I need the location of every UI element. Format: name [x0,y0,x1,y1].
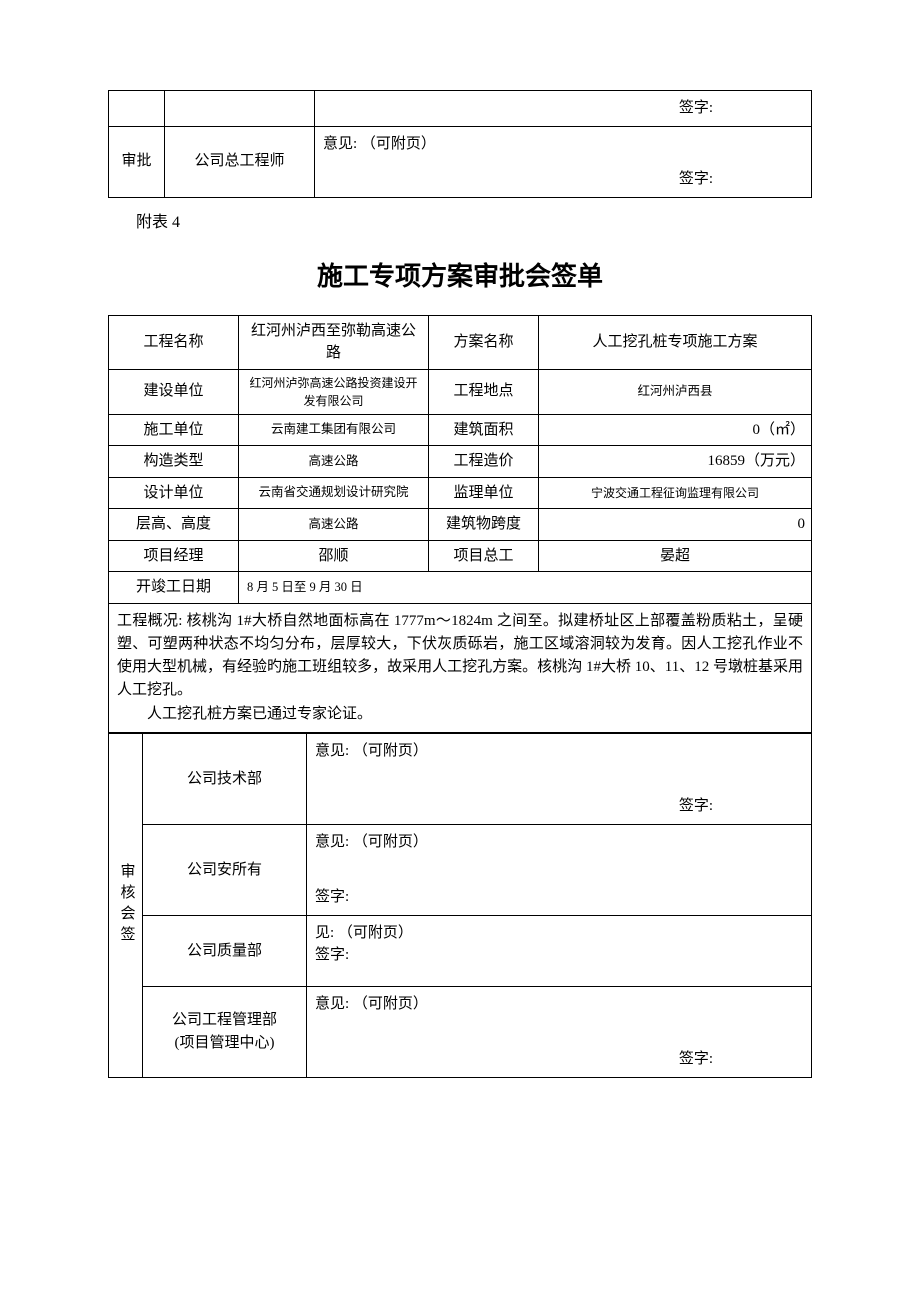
dept-tech-opinion: 意见: （可附页） 签字: [307,733,812,824]
build-unit-label: 建设单位 [109,369,239,414]
dept-pm: 公司工程管理部 (项目管理中心) [143,986,307,1077]
opinion-label: 意见: （可附页） [315,740,803,763]
review-row-2: 公司安所有 意见: （可附页） 签字: [109,824,812,915]
top-r1-sig: 签字: [315,91,812,127]
project-name-value: 红河州泸西至弥勒高速公路 [239,315,429,369]
plan-name-label: 方案名称 [429,315,539,369]
dept-pm-line1: 公司工程管理部 [172,1012,277,1028]
dept-quality: 公司质量部 [143,915,307,986]
cost-label: 工程造价 [429,446,539,478]
build-unit-value: 红河州泸弥高速公路投资建设开发有限公司 [239,369,429,414]
span-label: 建筑物跨度 [429,509,539,541]
page-container: 签字: 审批 公司总工程师 意见: （可附页） 签字: 附表 4 施工专项方案审… [0,0,920,1118]
sig-label: 签字: [315,795,803,818]
structure-type-label: 构造类型 [109,446,239,478]
desc-row: 工程概况: 核桃沟 1#大桥自然地面标高在 1777m～1824m 之间至。拟建… [109,603,812,732]
height-label: 层高、高度 [109,509,239,541]
chief-engineer-label: 公司总工程师 [165,126,315,197]
plan-name-value: 人工挖孔桩专项施工方案 [539,315,812,369]
design-unit-value: 云南省交通规划设计研究院 [239,477,429,509]
construct-unit-value: 云南建工集团有限公司 [239,414,429,446]
review-sign-table: 审核会签 公司技术部 意见: （可附页） 签字: 公司安所有 意见: （可附页）… [108,733,812,1078]
info-row-2: 建设单位 红河州泸弥高速公路投资建设开发有限公司 工程地点 红河州泸西县 [109,369,812,414]
info-row-8: 开竣工日期 8 月 5 日至 9 月 30 日 [109,572,812,604]
chief-value: 晏超 [539,540,812,572]
height-value: 高速公路 [239,509,429,541]
review-row-1: 审核会签 公司技术部 意见: （可附页） 签字: [109,733,812,824]
opinion-label: 意见: （可附页） [315,831,803,854]
opinion-label: 意见: （可附页） [323,133,803,156]
cost-value: 16859（万元） [539,446,812,478]
sig-label: 签字: [315,886,803,909]
construct-unit-label: 施工单位 [109,414,239,446]
sig-label: 签字: [323,97,803,120]
info-table: 工程名称 红河州泸西至弥勒高速公路 方案名称 人工挖孔桩专项施工方案 建设单位 … [108,315,812,733]
review-side-text: 审核会签 [115,863,138,947]
top-r1-c1 [109,91,165,127]
date-value: 8 月 5 日至 9 月 30 日 [239,572,812,604]
info-row-3: 施工单位 云南建工集团有限公司 建筑面积 0（㎡） [109,414,812,446]
top-r1-c2 [165,91,315,127]
date-label: 开竣工日期 [109,572,239,604]
approval-label: 审批 [109,126,165,197]
dept-pm-opinion: 意见: （可附页） 签字: [307,986,812,1077]
dept-safety: 公司安所有 [143,824,307,915]
opinion-label: 意见: （可附页） [315,993,803,1016]
review-row-3: 公司质量部 见: （可附页） 签字: [109,915,812,986]
review-side-label: 审核会签 [109,733,143,1077]
span-value: 0 [539,509,812,541]
pm-label: 项目经理 [109,540,239,572]
desc-line1: 工程概况: 核桃沟 1#大桥自然地面标高在 1777m～1824m 之间至。拟建… [117,613,803,699]
info-row-6: 层高、高度 高速公路 建筑物跨度 0 [109,509,812,541]
form-title: 施工专项方案审批会签单 [108,256,812,293]
dept-pm-line2: (项目管理中心) [175,1035,275,1051]
structure-type-value: 高速公路 [239,446,429,478]
chief-engineer-opinion: 意见: （可附页） 签字: [315,126,812,197]
top-row-1: 签字: [109,91,812,127]
supervise-unit-value: 宁波交通工程征询监理有限公司 [539,477,812,509]
project-overview: 工程概况: 核桃沟 1#大桥自然地面标高在 1777m～1824m 之间至。拟建… [109,603,812,732]
chief-label: 项目总工 [429,540,539,572]
design-unit-label: 设计单位 [109,477,239,509]
dept-tech: 公司技术部 [143,733,307,824]
review-row-4: 公司工程管理部 (项目管理中心) 意见: （可附页） 签字: [109,986,812,1077]
sig-label: 签字: [323,168,803,191]
pm-value: 邵顺 [239,540,429,572]
opinion-label: 见: （可附页） [315,925,413,941]
desc-line2: 人工挖孔桩方案已通过专家论证。 [117,703,803,726]
sig-label: 签字: [315,1048,803,1071]
area-label: 建筑面积 [429,414,539,446]
supervise-unit-label: 监理单位 [429,477,539,509]
info-row-1: 工程名称 红河州泸西至弥勒高速公路 方案名称 人工挖孔桩专项施工方案 [109,315,812,369]
sig-label: 签字: [315,947,349,963]
location-label: 工程地点 [429,369,539,414]
area-value: 0（㎡） [539,414,812,446]
top-approval-table: 签字: 审批 公司总工程师 意见: （可附页） 签字: [108,90,812,198]
info-row-4: 构造类型 高速公路 工程造价 16859（万元） [109,446,812,478]
location-value: 红河州泸西县 [539,369,812,414]
top-row-2: 审批 公司总工程师 意见: （可附页） 签字: [109,126,812,197]
dept-safety-opinion: 意见: （可附页） 签字: [307,824,812,915]
info-row-5: 设计单位 云南省交通规划设计研究院 监理单位 宁波交通工程征询监理有限公司 [109,477,812,509]
project-name-label: 工程名称 [109,315,239,369]
dept-quality-opinion: 见: （可附页） 签字: [307,915,812,986]
attachment-label: 附表 4 [136,208,812,232]
info-row-7: 项目经理 邵顺 项目总工 晏超 [109,540,812,572]
